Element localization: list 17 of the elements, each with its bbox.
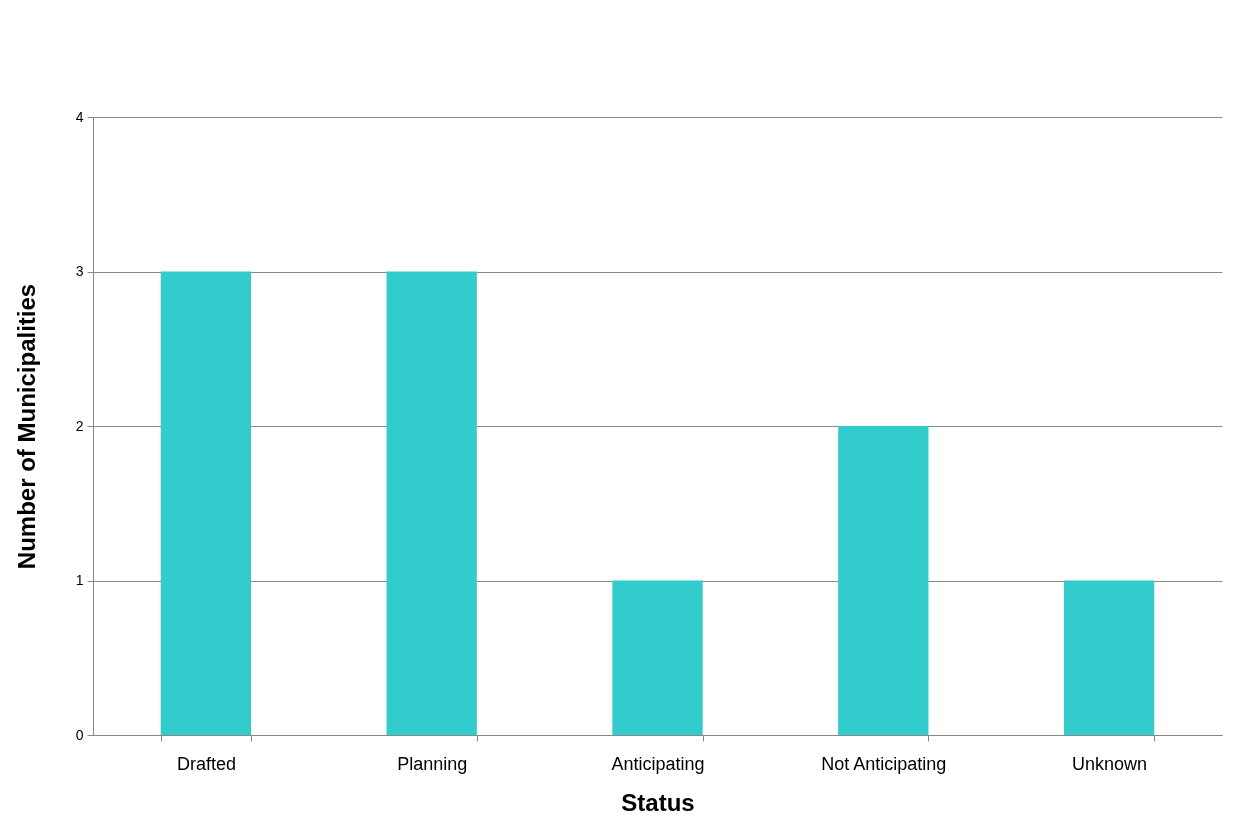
bar bbox=[1063, 580, 1155, 735]
bar bbox=[160, 271, 252, 735]
x-tick-label: Unknown bbox=[1072, 753, 1148, 774]
bar bbox=[612, 580, 703, 735]
x-axis-title: Status bbox=[621, 788, 695, 816]
y-tick-label: 0 bbox=[75, 726, 84, 743]
bar bbox=[838, 426, 929, 735]
y-tick-label: 3 bbox=[75, 263, 84, 279]
y-tick-label: 1 bbox=[75, 572, 84, 588]
y-tick-label: 4 bbox=[75, 108, 84, 125]
x-tick-label: Drafted bbox=[176, 753, 236, 774]
x-tick-label: Planning bbox=[397, 753, 468, 774]
x-tick-label: Not Anticipating bbox=[821, 753, 947, 774]
x-tick-label: Anticipating bbox=[611, 753, 705, 774]
bar bbox=[386, 271, 477, 735]
y-axis-title: Number of Municipalities bbox=[12, 283, 40, 570]
y-tick-label: 2 bbox=[75, 417, 84, 434]
